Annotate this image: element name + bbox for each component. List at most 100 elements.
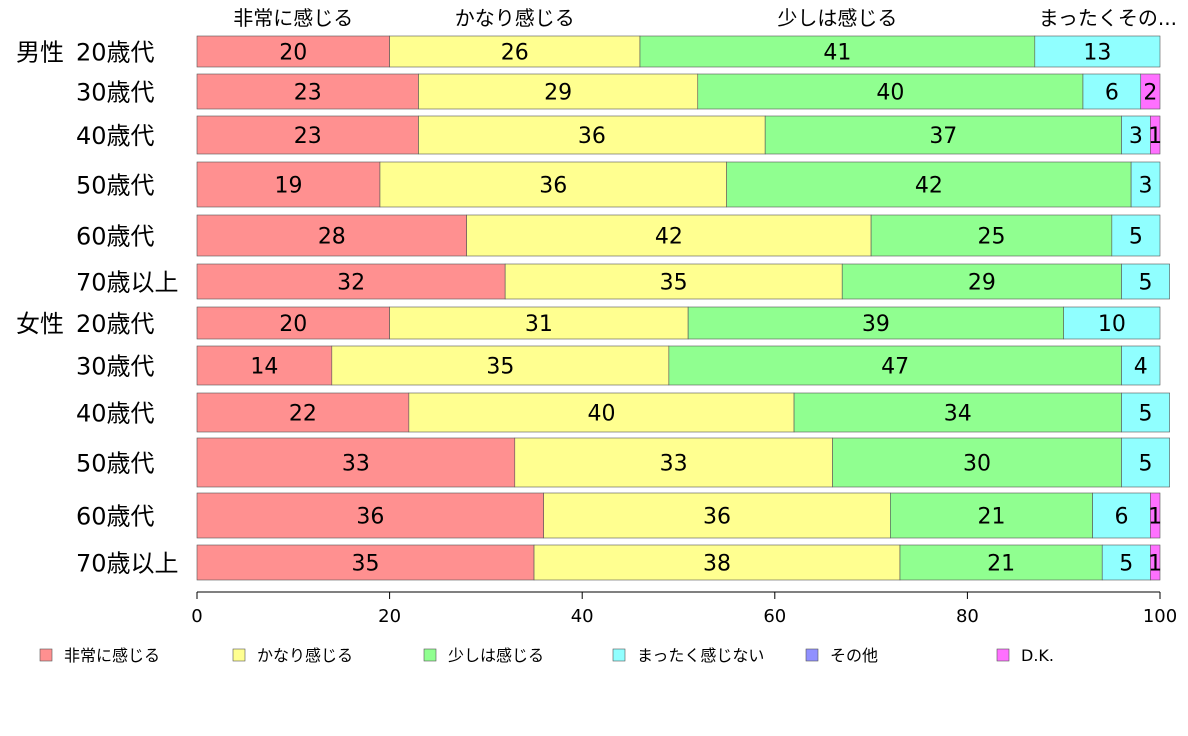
bar-segment [1150, 544, 1161, 581]
bar-segment [514, 437, 833, 488]
data-label: 39 [862, 312, 890, 337]
column-header: かなり感じる [455, 6, 575, 30]
bar-segment [1063, 306, 1161, 340]
group-label: 男性 [16, 39, 64, 67]
column-header: 少しは感じる [777, 6, 897, 30]
bar-segment [1121, 263, 1170, 300]
data-label: 37 [929, 124, 957, 149]
data-label: 23 [294, 124, 322, 149]
bar-segment [890, 492, 1093, 539]
category-label: 20歳代 [76, 39, 155, 67]
data-label: 23 [294, 81, 322, 106]
category-label: 60歳代 [76, 223, 155, 251]
bar-segment [408, 392, 795, 433]
data-label: 31 [525, 312, 553, 337]
data-label: 40 [587, 402, 615, 427]
data-label: 29 [968, 271, 996, 296]
data-label: 14 [250, 355, 278, 380]
x-tick-label: 20 [378, 606, 401, 627]
bar-segment [793, 392, 1122, 433]
group-label: 女性 [16, 310, 64, 338]
bar-segment [379, 161, 727, 208]
data-label: 26 [501, 41, 529, 66]
category-label: 40歳代 [76, 400, 155, 428]
legend-label: まったく感じない [637, 646, 764, 665]
data-label: 36 [578, 124, 606, 149]
data-label: 4 [1134, 355, 1148, 380]
legend-label: D.K. [1021, 646, 1054, 665]
data-label: 25 [977, 225, 1005, 250]
data-label: 30 [963, 452, 991, 477]
data-label: 36 [539, 174, 567, 199]
data-label: 42 [915, 174, 943, 199]
bar-segment [899, 544, 1103, 581]
data-label: 21 [987, 552, 1015, 577]
x-tick-label: 0 [191, 606, 202, 627]
category-label: 30歳代 [76, 79, 155, 107]
column-header: 非常に感じる [233, 6, 353, 30]
data-label: 3 [1129, 124, 1143, 149]
data-label: 5 [1139, 271, 1153, 296]
bar-segment [1111, 214, 1161, 257]
x-tick-label: 40 [571, 606, 594, 627]
x-tick-label: 80 [956, 606, 979, 627]
bar-segment [418, 115, 766, 155]
category-label: 70歳以上 [76, 550, 179, 578]
bar-segment [1140, 73, 1161, 110]
data-label: 36 [703, 505, 731, 530]
data-label: 33 [342, 452, 370, 477]
legend-swatch [612, 648, 626, 662]
data-label: 42 [655, 225, 683, 250]
data-label: 13 [1083, 41, 1111, 66]
bar-segment [1150, 492, 1161, 539]
legend-label: 少しは感じる [448, 646, 544, 665]
bar-segment [841, 263, 1122, 300]
bar-segment [697, 73, 1084, 110]
bar-segment [196, 115, 419, 155]
data-label: 32 [337, 271, 365, 296]
category-label: 60歳代 [76, 503, 155, 531]
data-label: 5 [1119, 552, 1133, 577]
bar-segment [668, 345, 1122, 386]
data-label: 34 [944, 402, 972, 427]
bar-segment [389, 35, 641, 68]
column-header: まったくその... [1039, 6, 1177, 30]
data-label: 19 [274, 174, 302, 199]
category-label: 50歳代 [76, 450, 155, 478]
bar-segment [196, 392, 410, 433]
bar-segment [196, 35, 390, 68]
bar-segment [1092, 492, 1151, 539]
bar-segment [1121, 392, 1170, 433]
bar-segment [687, 306, 1065, 340]
bar-segment [832, 437, 1122, 488]
data-label: 6 [1114, 505, 1128, 530]
bar-segment [418, 73, 699, 110]
data-label: 35 [660, 271, 688, 296]
data-label: 33 [660, 452, 688, 477]
bar-segment [870, 214, 1113, 257]
bar-segment [196, 214, 467, 257]
category-label: 70歳以上 [76, 269, 179, 297]
legend-swatch [805, 648, 819, 662]
data-label: 20 [279, 41, 307, 66]
data-label: 36 [356, 505, 384, 530]
data-label: 35 [486, 355, 514, 380]
data-label: 20 [279, 312, 307, 337]
data-label: 1 [1148, 124, 1162, 149]
legend-label: かなり感じる [257, 646, 353, 665]
bar-segment [1121, 115, 1151, 155]
data-label: 3 [1139, 174, 1153, 199]
data-label: 28 [318, 225, 346, 250]
data-label: 1 [1148, 552, 1162, 577]
legend-swatch [423, 648, 437, 662]
bar-segment [196, 345, 333, 386]
bar-segment [466, 214, 872, 257]
bar-segment [1130, 161, 1161, 208]
bar-segment [764, 115, 1122, 155]
bar-segment [196, 73, 419, 110]
legend-label: 非常に感じる [64, 646, 160, 665]
data-label: 47 [881, 355, 909, 380]
data-label: 2 [1143, 81, 1157, 106]
